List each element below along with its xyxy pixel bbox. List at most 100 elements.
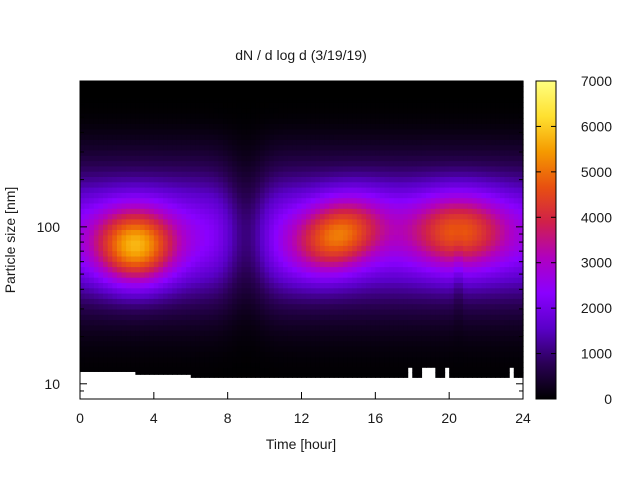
heatmap-cell <box>421 314 427 321</box>
heatmap-cell <box>80 192 86 199</box>
heatmap-cell <box>223 165 229 172</box>
heatmap-cell <box>467 293 473 299</box>
heatmap-cell <box>236 144 243 151</box>
heatmap-cell <box>319 372 326 378</box>
heatmap-cell <box>306 112 312 119</box>
heatmap-cell <box>241 282 247 289</box>
heatmap-cell <box>361 298 367 305</box>
heatmap-cell <box>407 218 413 225</box>
heatmap-cell <box>241 81 247 87</box>
heatmap-cell <box>112 303 118 310</box>
heatmap-cell <box>375 187 381 193</box>
heatmap-cell <box>287 81 293 87</box>
heatmap-cell <box>158 144 164 151</box>
heatmap-cell <box>444 271 450 278</box>
heatmap-cell <box>398 293 404 299</box>
heatmap-cell <box>121 351 127 358</box>
heatmap-cell <box>315 229 321 236</box>
heatmap-cell <box>167 192 173 199</box>
heatmap-cell <box>338 102 344 109</box>
heatmap-cell <box>264 112 270 119</box>
heatmap-cell <box>324 171 330 177</box>
heatmap-cell <box>112 96 118 103</box>
heatmap-cell <box>218 202 224 209</box>
heatmap-cell <box>135 160 141 167</box>
heatmap-cell <box>278 208 284 215</box>
heatmap-cell <box>453 308 459 315</box>
heatmap-cell <box>292 282 298 289</box>
heatmap-cell <box>89 176 95 183</box>
heatmap-cell <box>375 81 381 87</box>
heatmap-cell <box>84 181 90 188</box>
heatmap-cell <box>278 234 284 241</box>
heatmap-cell <box>121 139 127 146</box>
heatmap-cell <box>126 197 132 204</box>
heatmap-cell <box>366 250 372 257</box>
heatmap-cell <box>486 118 492 124</box>
heatmap-cell <box>139 250 146 257</box>
heatmap-cell <box>352 330 358 336</box>
heatmap-cell <box>444 192 450 199</box>
heatmap-cell <box>421 218 427 225</box>
heatmap-cell <box>292 155 298 162</box>
heatmap-cell <box>379 144 386 151</box>
heatmap-cell <box>163 171 169 177</box>
heatmap-cell <box>121 192 127 199</box>
heatmap-cell <box>361 112 367 119</box>
heatmap-cell <box>107 224 113 230</box>
heatmap-cell <box>236 107 243 114</box>
heatmap-cell <box>236 372 243 378</box>
heatmap-cell <box>139 351 146 358</box>
heatmap-cell <box>421 181 427 188</box>
heatmap-cell <box>324 330 330 336</box>
heatmap-cell <box>255 181 261 188</box>
heatmap-cell <box>107 181 113 188</box>
heatmap-cell <box>347 144 353 151</box>
heatmap-cell <box>292 298 298 305</box>
heatmap-cell <box>278 139 284 146</box>
heatmap-cell <box>204 229 210 236</box>
heatmap-cell <box>186 171 192 177</box>
heatmap-cell <box>112 208 118 215</box>
heatmap-cell <box>158 149 164 156</box>
heatmap-cell <box>361 107 367 114</box>
heatmap-cell <box>89 340 95 347</box>
heatmap-cell <box>435 319 441 326</box>
heatmap-cell <box>283 118 289 124</box>
heatmap-cell <box>199 335 206 342</box>
heatmap-cell <box>273 319 280 326</box>
heatmap-cell <box>278 367 284 374</box>
heatmap-cell <box>343 86 349 93</box>
heatmap-cell <box>176 213 183 220</box>
heatmap-cell <box>287 112 293 119</box>
heatmap-cell <box>163 266 169 273</box>
heatmap-cell <box>389 118 395 124</box>
heatmap-cell <box>407 202 413 209</box>
heatmap-cell <box>236 330 243 336</box>
heatmap-cell <box>107 271 113 278</box>
heatmap-cell <box>301 229 307 236</box>
heatmap-cell <box>361 324 367 331</box>
heatmap-cell <box>375 361 381 368</box>
heatmap-cell <box>306 118 312 124</box>
heatmap-cell <box>416 187 423 193</box>
heatmap-cell <box>259 86 266 93</box>
heatmap-cell <box>356 218 363 225</box>
heatmap-cell <box>195 139 201 146</box>
heatmap-cell <box>107 335 113 342</box>
heatmap-cell <box>273 86 280 93</box>
heatmap-cell <box>144 149 150 156</box>
heatmap-cell <box>379 330 386 336</box>
heatmap-cell <box>375 123 381 130</box>
heatmap-cell <box>361 118 367 124</box>
heatmap-cell <box>416 139 423 146</box>
heatmap-cell <box>296 134 303 140</box>
heatmap-cell <box>416 102 423 109</box>
heatmap-cell <box>393 324 399 331</box>
heatmap-cell <box>209 282 215 289</box>
heatmap-cell <box>144 91 150 98</box>
heatmap-cell <box>89 202 95 209</box>
heatmap-cell <box>139 197 146 204</box>
heatmap-cell <box>449 123 455 130</box>
heatmap-cell <box>213 234 220 241</box>
